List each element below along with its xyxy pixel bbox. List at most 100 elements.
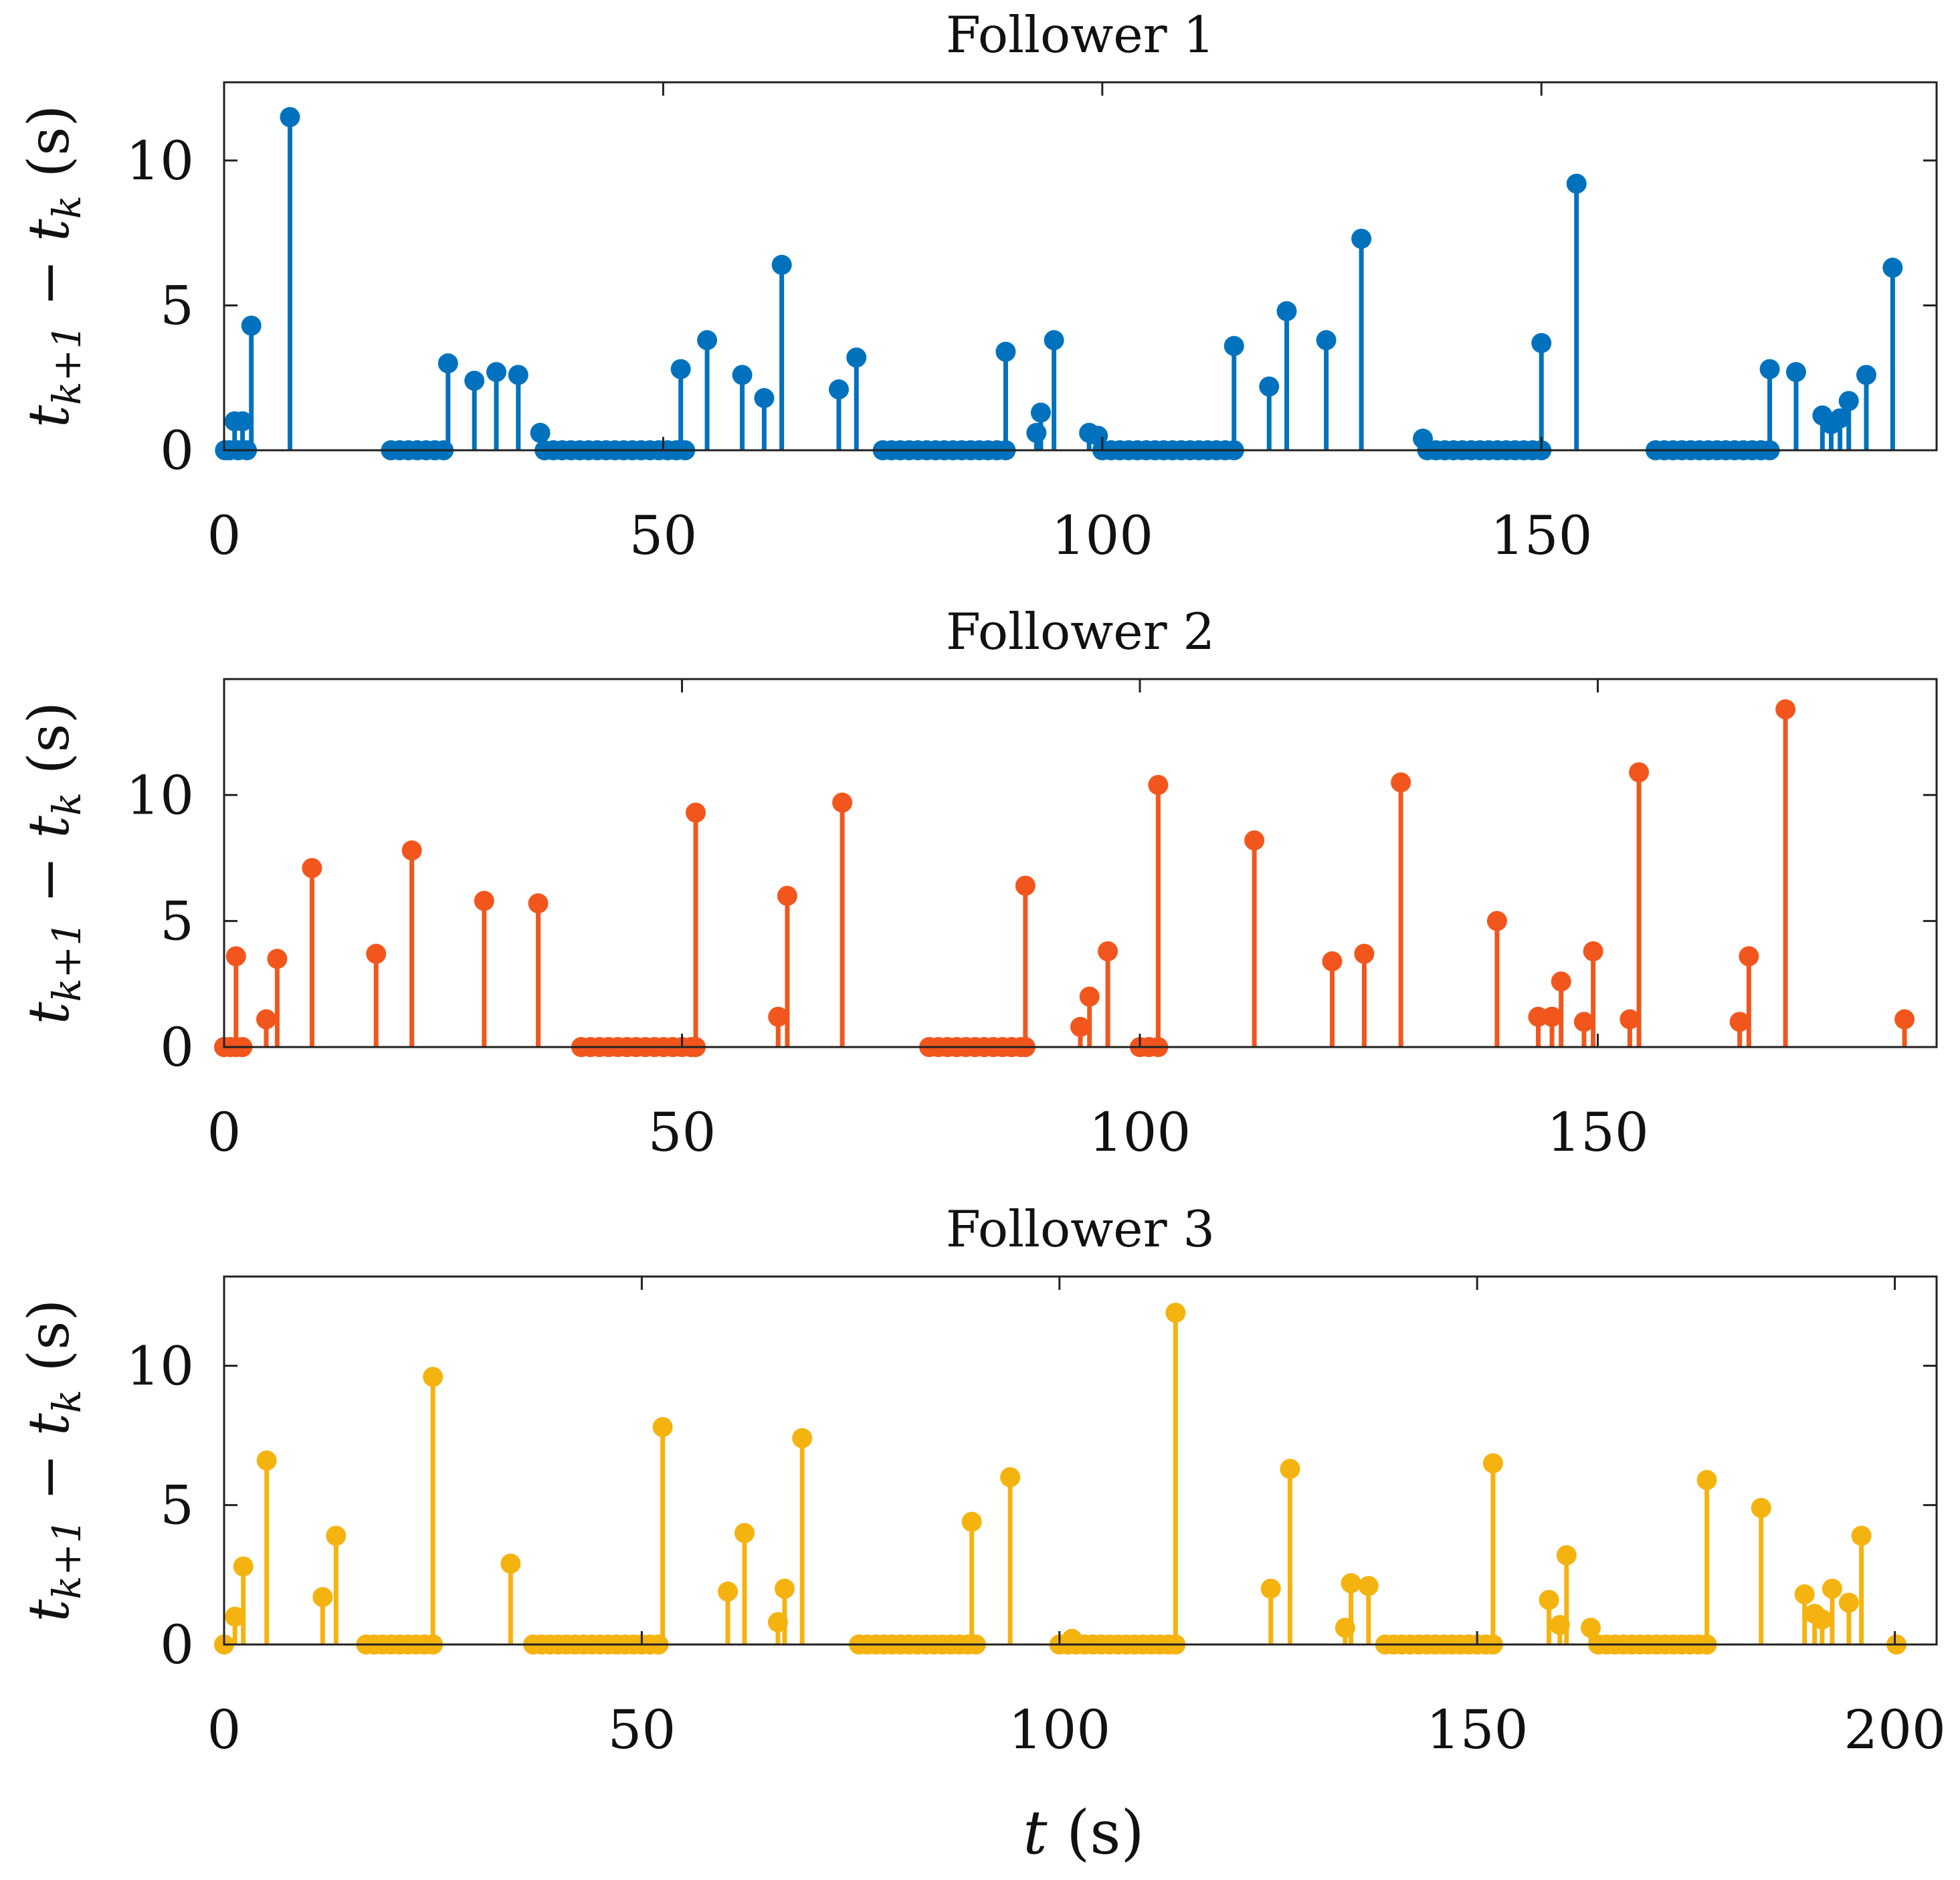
x-axis-label: t (s): [1023, 1798, 1144, 1868]
y-tick-label: 10: [126, 764, 194, 826]
x-tick-label: 0: [207, 1699, 241, 1761]
stem-marker: [1358, 1576, 1379, 1596]
stem-marker: [1556, 1545, 1577, 1566]
x-axis-label-var: t: [1023, 1798, 1048, 1868]
stem-marker: [1751, 1497, 1771, 1518]
stem-series: [214, 1303, 1907, 1655]
y-axis-label-part: t: [16, 1599, 82, 1622]
stem-marker: [828, 379, 849, 400]
stem-marker: [1539, 1590, 1559, 1610]
y-tick-label: 0: [160, 1614, 194, 1676]
stem-marker: [1551, 971, 1571, 992]
stem-marker: [1259, 376, 1280, 397]
stem-marker: [1882, 258, 1903, 278]
y-axis-label-part: t: [16, 405, 82, 428]
stem-marker: [508, 365, 528, 385]
stem-marker: [832, 792, 853, 813]
stem-marker: [1838, 391, 1859, 411]
stem-marker: [1620, 1009, 1640, 1030]
stem-marker: [1542, 1006, 1563, 1027]
x-tick-label: 50: [629, 504, 698, 567]
stem-marker: [1739, 946, 1759, 967]
stem-marker: [686, 802, 706, 823]
stem-marker: [464, 371, 485, 391]
stem-marker: [256, 1450, 277, 1471]
y-tick-label: 10: [126, 130, 194, 192]
stem-marker: [1581, 1618, 1601, 1638]
stem-marker: [1531, 333, 1552, 353]
y-tick-label: 5: [160, 274, 194, 337]
stem-marker: [1223, 336, 1244, 357]
stem-marker: [1729, 1012, 1750, 1032]
stem-marker: [1244, 830, 1265, 851]
stem-marker: [1000, 1467, 1021, 1487]
stem-marker: [1280, 1459, 1300, 1479]
stem-marker: [846, 347, 867, 368]
y-axis-label-part: −: [16, 242, 82, 324]
stem-marker: [474, 890, 494, 911]
stem-marker: [995, 341, 1016, 362]
stem-marker: [312, 1587, 333, 1608]
y-axis-label-part: t: [16, 219, 82, 242]
stem-marker: [1794, 1584, 1815, 1604]
chart-title: Follower 2: [946, 602, 1215, 661]
stem-marker: [302, 858, 322, 878]
stem-marker: [1830, 408, 1850, 429]
stem-marker: [734, 1523, 755, 1543]
y-axis-label: tk+1 − tk (s): [16, 105, 90, 428]
stem-marker: [366, 943, 387, 964]
x-tick-label: 50: [607, 1699, 676, 1761]
chart-title: Follower 3: [946, 1200, 1215, 1258]
x-tick-label: 150: [1547, 1101, 1649, 1163]
stem-marker: [1566, 173, 1587, 194]
stem-marker: [1629, 762, 1650, 783]
stem-marker: [267, 949, 288, 969]
stem-marker: [1696, 1470, 1717, 1491]
stem-marker: [437, 353, 458, 374]
stem-marker: [670, 359, 691, 379]
y-axis-label-part: k+1: [44, 921, 90, 1002]
stem-marker: [280, 106, 300, 127]
x-tick-label: 0: [207, 504, 241, 567]
stem-marker: [528, 893, 549, 914]
y-axis-label-part: k+1: [44, 1519, 90, 1600]
stem-marker: [1165, 1303, 1186, 1323]
stem-marker: [774, 1578, 795, 1599]
stem-marker: [1030, 402, 1051, 423]
stem-marker: [1316, 330, 1337, 351]
stem-marker: [225, 946, 246, 967]
y-axis-label-part: −: [16, 838, 82, 921]
stem-marker: [486, 362, 506, 383]
x-axis-label-unit: (s): [1048, 1798, 1145, 1868]
x-tick-label: 100: [1089, 1101, 1191, 1163]
stem-marker: [1341, 1573, 1361, 1594]
stem-series: [215, 106, 1903, 460]
stem-marker: [1486, 911, 1507, 931]
stem-marker: [771, 254, 792, 275]
stem-marker: [1148, 775, 1169, 795]
stem-marker: [1811, 1609, 1832, 1630]
y-axis-label-part: t: [16, 1413, 82, 1436]
y-axis-label-part: (s): [16, 702, 82, 792]
stem-marker: [1276, 301, 1297, 322]
stem-marker: [326, 1525, 347, 1546]
chart-title: Follower 1: [946, 5, 1215, 64]
y-axis-label-part: t: [16, 816, 82, 838]
y-axis-label-part: k: [44, 195, 90, 219]
stem-marker: [233, 1556, 254, 1577]
stem-marker: [961, 1511, 982, 1532]
stem-marker: [792, 1428, 813, 1448]
stem-marker: [1775, 699, 1796, 720]
stem-marker: [754, 388, 775, 409]
stem-marker: [1354, 943, 1375, 964]
stem-marker: [697, 330, 718, 351]
stem-marker: [1044, 330, 1064, 351]
stem-marker: [1070, 1016, 1090, 1037]
y-axis-label-part: t: [16, 1002, 82, 1024]
y-axis-label-part: (s): [16, 1299, 82, 1390]
x-tick-label: 50: [648, 1101, 716, 1163]
y-tick-label: 5: [160, 890, 194, 953]
